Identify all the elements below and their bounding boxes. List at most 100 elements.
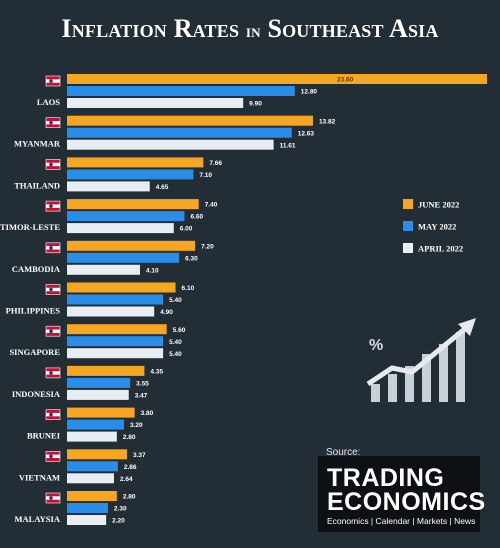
value-label: 4.10 — [146, 267, 159, 274]
category-label: INDONESIA — [12, 389, 61, 399]
value-label: 2.80 — [123, 434, 136, 441]
value-label: 5.40 — [169, 351, 182, 358]
value-label: 3.47 — [135, 393, 148, 400]
logo-tagline: Economics | Calendar | Markets | News — [327, 516, 476, 526]
bar-laos-may-2022 — [67, 86, 295, 96]
bar-group-laos: LAOS 23.60 12.80 9.90 — [37, 74, 487, 108]
icon-bar — [371, 384, 380, 402]
bar-philippines-may-2022 — [67, 294, 164, 305]
bar-malaysia-april-2022 — [67, 515, 107, 525]
bar-group-malaysia: MALAYSIA 2.80 2.30 2.20 — [14, 491, 136, 525]
bar-indonesia-april-2022 — [67, 389, 129, 400]
flag-emblem — [49, 496, 53, 500]
value-label: 3.55 — [136, 381, 149, 388]
icon-bar — [405, 366, 414, 402]
bar-vietnam-april-2022 — [67, 473, 114, 484]
bar-group-indonesia: INDONESIA 4.353.55 3.47 — [12, 365, 163, 400]
source-label: Source: — [326, 447, 361, 458]
value-label: 6.60 — [190, 214, 203, 221]
legend-label: APRIL 2022 — [418, 244, 463, 254]
bar-group-philippines: PHILIPPINES 6.105.40 4.90 — [6, 282, 195, 317]
bar-thailand-may-2022 — [67, 169, 194, 180]
icon-bar — [439, 344, 448, 402]
bar-myanmar-may-2022 — [67, 127, 292, 138]
legend-label: JUNE 2022 — [418, 200, 459, 210]
flag-emblem — [49, 162, 53, 167]
value-label: 7.40 — [205, 202, 218, 209]
value-label: 12.80 — [301, 89, 318, 96]
value-label: 23.60 — [337, 77, 354, 84]
flag-icon-indonesia — [45, 367, 61, 379]
value-label: 6.30 — [185, 255, 198, 262]
category-label: THAILAND — [14, 180, 60, 190]
icon-bar — [422, 354, 431, 402]
flag-emblem — [49, 371, 53, 375]
legend: JUNE 2022 MAY 2022 APRIL 2022 — [403, 199, 463, 254]
flag-icon-timor-leste — [45, 200, 61, 212]
title-part-2: in — [245, 21, 261, 42]
bar-thailand-june-2022 — [67, 157, 204, 168]
flag-stripe — [46, 287, 60, 292]
flag-icon-cambodia — [45, 242, 61, 254]
bar-indonesia-may-2022 — [67, 377, 131, 388]
flag-emblem — [49, 204, 53, 208]
flag-stripe — [46, 329, 60, 333]
value-label: 12.63 — [298, 130, 315, 137]
value-label: 11.61 — [280, 142, 296, 149]
bar-timor-leste-april-2022 — [67, 223, 174, 234]
legend-label: MAY 2022 — [418, 222, 456, 232]
value-label: 2.86 — [124, 464, 137, 471]
category-label: LAOS — [37, 97, 60, 107]
bar-timor-leste-june-2022 — [67, 199, 199, 210]
flag-icon-laos — [45, 75, 61, 87]
bar-brunei-may-2022 — [67, 419, 124, 430]
flag-stripe — [46, 454, 60, 458]
category-label: PHILIPPINES — [6, 306, 61, 316]
value-label: 3.80 — [141, 410, 154, 417]
flag-emblem — [49, 79, 53, 83]
value-label: 5.40 — [169, 297, 182, 304]
value-label: 5.40 — [169, 339, 182, 346]
flag-stripe — [46, 79, 60, 83]
bar-timor-leste-may-2022 — [67, 211, 185, 222]
flag-icon-vietnam — [45, 450, 61, 462]
trend-arrow-line — [366, 326, 468, 387]
value-label: 6.00 — [180, 226, 193, 233]
bar-cambodia-may-2022 — [67, 252, 180, 263]
bar-singapore-april-2022 — [67, 348, 164, 359]
flag-icon-singapore — [45, 325, 61, 337]
value-label: 13.82 — [319, 118, 336, 125]
flag-stripe — [46, 246, 60, 250]
bar-brunei-april-2022 — [67, 431, 117, 442]
percent-icon: % — [369, 337, 383, 354]
flag-emblem — [49, 246, 53, 250]
category-label: BRUNEI — [27, 431, 61, 441]
bar-group-timor-leste: TIMOR-LESTE 7.406.60 6.00 — [0, 199, 218, 234]
bar-singapore-may-2022 — [67, 336, 164, 347]
bar-singapore-june-2022 — [67, 324, 167, 335]
page-title: Inflation Rates in Southeast Asia — [0, 14, 500, 44]
flag-stripe — [46, 121, 60, 125]
flag-emblem — [49, 412, 53, 417]
bar-myanmar-april-2022 — [67, 139, 274, 150]
category-label: VIETNAM — [19, 472, 60, 482]
category-label: SINGAPORE — [9, 347, 60, 357]
bar-vietnam-may-2022 — [67, 461, 118, 472]
category-label: MYANMAR — [14, 139, 61, 149]
bar-thailand-april-2022 — [67, 181, 150, 192]
value-label: 7.20 — [201, 243, 214, 250]
bar-philippines-april-2022 — [67, 306, 155, 317]
legend-swatch — [403, 221, 413, 231]
bar-brunei-june-2022 — [67, 407, 135, 418]
flag-icon-brunei — [45, 409, 61, 420]
flag-icon-malaysia — [45, 492, 61, 504]
flag-stripe — [46, 204, 60, 208]
value-label: 7.66 — [209, 160, 222, 167]
flag-stripe — [46, 162, 60, 167]
value-label: 3.20 — [130, 422, 143, 429]
icon-bar — [388, 374, 397, 402]
value-label: 2.30 — [114, 506, 127, 513]
bar-group-brunei: BRUNEI 3.80 3.20 2.80 — [27, 407, 154, 442]
